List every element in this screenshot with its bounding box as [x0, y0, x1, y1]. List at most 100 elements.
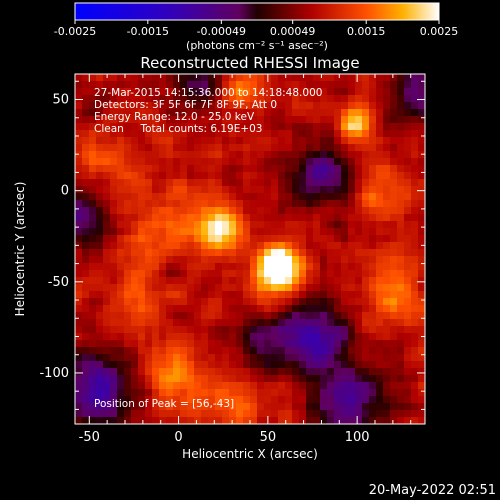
- heatmap-cell: [362, 116, 370, 124]
- heatmap-cell: [271, 410, 279, 418]
- heatmap-cell: [257, 249, 265, 257]
- heatmap-cell: [110, 368, 118, 376]
- heatmap-cell: [334, 235, 342, 243]
- heatmap-cell: [355, 200, 363, 208]
- heatmap-cell: [75, 172, 83, 180]
- heatmap-cell: [173, 88, 181, 96]
- heatmap-cell: [96, 200, 104, 208]
- heatmap-cell: [327, 207, 335, 215]
- heatmap-cell: [110, 410, 118, 418]
- heatmap-cell: [355, 361, 363, 369]
- heatmap-cell: [194, 214, 202, 222]
- heatmap-cell: [208, 277, 216, 285]
- heatmap-cell: [180, 368, 188, 376]
- heatmap-cell: [89, 109, 97, 117]
- heatmap-cell: [348, 158, 356, 166]
- heatmap-cell: [355, 326, 363, 334]
- heatmap-cell: [369, 235, 377, 243]
- heatmap-cell: [397, 214, 405, 222]
- heatmap-cell: [96, 340, 104, 348]
- heatmap-cell: [320, 74, 328, 82]
- heatmap-cell: [173, 228, 181, 236]
- heatmap-cell: [327, 319, 335, 327]
- heatmap-cell: [159, 200, 167, 208]
- heatmap-cell: [180, 102, 188, 110]
- heatmap-cell: [96, 333, 104, 341]
- heatmap-cell: [194, 102, 202, 110]
- heatmap-cell: [383, 151, 391, 159]
- heatmap-cell: [390, 347, 398, 355]
- heatmap-cell: [369, 291, 377, 299]
- heatmap-cell: [159, 144, 167, 152]
- heatmap-cell: [166, 207, 174, 215]
- heatmap-cell: [397, 382, 405, 390]
- heatmap-cell: [75, 116, 83, 124]
- heatmap-cell: [306, 354, 314, 362]
- heatmap-cell: [215, 375, 223, 383]
- heatmap-cell: [236, 172, 244, 180]
- heatmap-cell: [383, 354, 391, 362]
- heatmap-cell: [285, 95, 293, 103]
- heatmap-cell: [89, 284, 97, 292]
- heatmap-cell: [285, 347, 293, 355]
- heatmap-cell: [383, 158, 391, 166]
- heatmap-cell: [376, 102, 384, 110]
- heatmap-cell: [145, 319, 153, 327]
- heatmap-cell: [285, 130, 293, 138]
- heatmap-cell: [201, 396, 209, 404]
- heatmap-cell: [376, 305, 384, 313]
- heatmap-cell: [75, 144, 83, 152]
- heatmap-cell: [299, 319, 307, 327]
- heatmap-cell: [187, 249, 195, 257]
- heatmap-cell: [82, 214, 90, 222]
- info-line-detectors: Detectors: 3F 5F 6F 7F 8F 9F, Att 0: [94, 99, 277, 111]
- heatmap-cell: [257, 207, 265, 215]
- heatmap-cell: [341, 263, 349, 271]
- heatmap-cell: [418, 347, 425, 355]
- heatmap-cell: [166, 95, 174, 103]
- heatmap-cell: [341, 270, 349, 278]
- heatmap-cell: [124, 326, 132, 334]
- heatmap-cell: [159, 228, 167, 236]
- heatmap-cell: [313, 249, 321, 257]
- heatmap-cell: [117, 102, 125, 110]
- heatmap-cell: [404, 319, 412, 327]
- y-tick-label: -100: [39, 366, 69, 381]
- heatmap-cell: [271, 326, 279, 334]
- heatmap-cell: [278, 354, 286, 362]
- heatmap-cell: [404, 95, 412, 103]
- heatmap-cell: [348, 298, 356, 306]
- heatmap-cell: [299, 130, 307, 138]
- heatmap-cell: [243, 158, 251, 166]
- heatmap-cell: [418, 207, 425, 215]
- heatmap-cell: [201, 214, 209, 222]
- heatmap-cell: [376, 123, 384, 131]
- heatmap-cell: [124, 95, 132, 103]
- heatmap-cell: [250, 235, 258, 243]
- heatmap-cell: [117, 137, 125, 145]
- heatmap-cell: [285, 354, 293, 362]
- heatmap-cell: [383, 389, 391, 397]
- heatmap-cell: [327, 228, 335, 236]
- heatmap-cell: [376, 88, 384, 96]
- heatmap-cell: [306, 375, 314, 383]
- heatmap-cell: [222, 221, 230, 229]
- heatmap-cell: [180, 291, 188, 299]
- heatmap-cell: [75, 123, 83, 131]
- heatmap-cell: [306, 396, 314, 404]
- heatmap-cell: [306, 333, 314, 341]
- heatmap-cell: [96, 326, 104, 334]
- heatmap-cell: [313, 305, 321, 313]
- heatmap-cell: [306, 116, 314, 124]
- heatmap-cell: [117, 95, 125, 103]
- colorbar-tick-label: -0.00049: [197, 25, 246, 38]
- heatmap-cell: [131, 144, 139, 152]
- heatmap-cell: [299, 284, 307, 292]
- heatmap-cell: [376, 312, 384, 320]
- heatmap-cell: [320, 228, 328, 236]
- heatmap-cell: [124, 228, 132, 236]
- heatmap-cell: [348, 81, 356, 89]
- heatmap-cell: [264, 298, 272, 306]
- heatmap-cell: [397, 235, 405, 243]
- heatmap-cell: [145, 88, 153, 96]
